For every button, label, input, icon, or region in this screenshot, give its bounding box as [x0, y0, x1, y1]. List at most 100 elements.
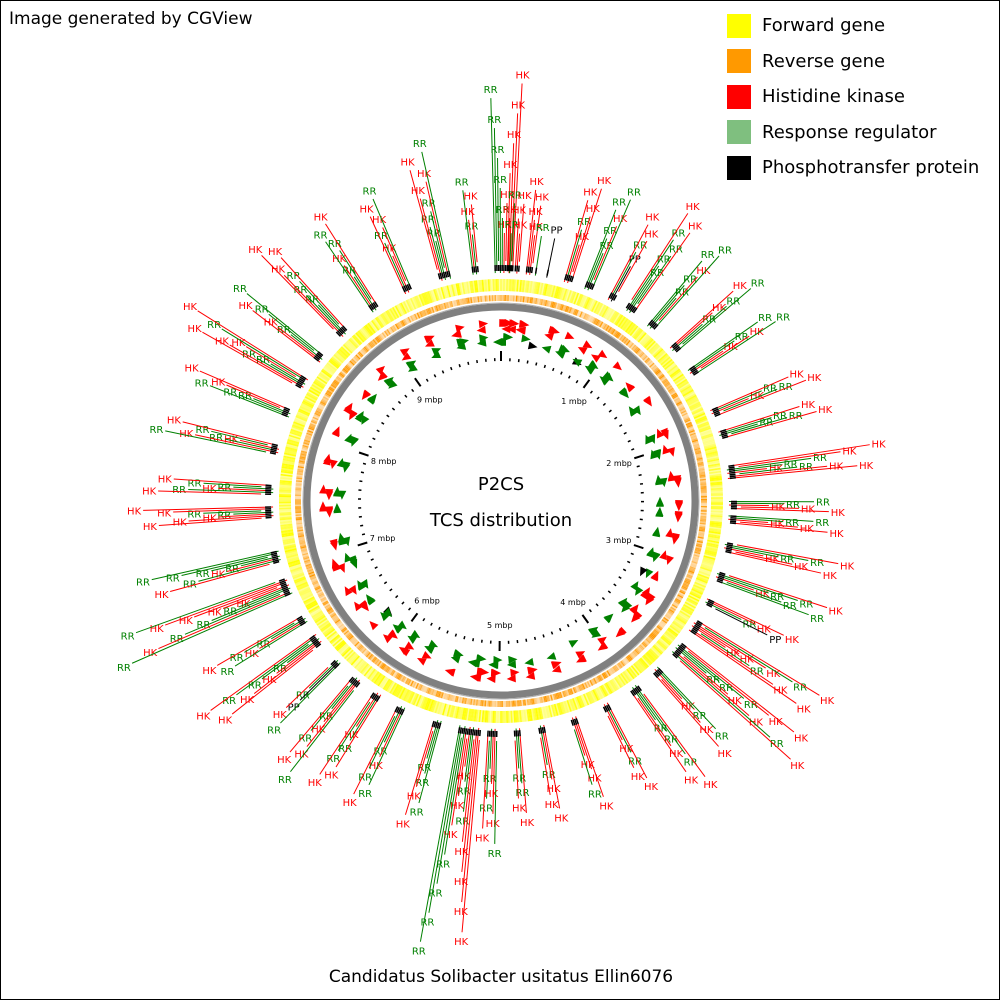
feature-tick — [436, 722, 440, 729]
forward-gene-mark — [551, 285, 556, 298]
reverse-gene-mark — [345, 632, 351, 638]
feature-tick — [689, 365, 695, 371]
feature-label: RR — [816, 498, 830, 509]
tcs-arrow-marker — [577, 347, 588, 355]
forward-gene-mark — [376, 674, 385, 686]
feature-label: RR — [417, 763, 431, 774]
reverse-gene-mark — [519, 295, 522, 303]
reverse-gene-mark — [673, 397, 680, 402]
feature-label: RR — [314, 230, 328, 241]
reverse-gene-mark — [543, 299, 546, 306]
reverse-gene-mark — [547, 300, 551, 307]
forward-gene-mark — [418, 695, 425, 708]
reverse-gene-mark — [661, 619, 668, 624]
forward-gene-mark — [364, 324, 374, 336]
reverse-gene-mark — [375, 659, 381, 666]
feature-label: RR — [654, 723, 668, 734]
forward-gene-mark — [280, 526, 293, 530]
feature-tick — [602, 706, 607, 713]
forward-gene-mark — [643, 654, 653, 665]
reverse-gene-mark — [636, 349, 642, 355]
forward-gene-mark — [287, 559, 300, 565]
reverse-gene-mark — [629, 342, 634, 349]
reverse-gene-mark — [658, 373, 664, 379]
feature-leader-line — [593, 226, 618, 280]
feature-label: RR — [217, 483, 231, 494]
forward-gene-mark — [472, 709, 476, 722]
feature-tick — [728, 469, 736, 473]
minor-tick — [550, 631, 554, 635]
minor-tick — [608, 409, 612, 413]
feature-tick — [569, 275, 573, 282]
reverse-gene-mark — [346, 633, 352, 639]
forward-gene-mark — [689, 402, 701, 410]
reverse-gene-mark — [299, 458, 306, 462]
feature-tick — [527, 266, 530, 273]
feature-tick — [298, 378, 305, 383]
feature-leader-line — [224, 438, 273, 451]
reverse-gene-mark — [295, 517, 302, 519]
forward-gene-mark — [279, 519, 292, 522]
forward-gene-mark — [710, 483, 723, 486]
forward-gene-mark — [297, 584, 309, 591]
minor-tick — [422, 617, 426, 622]
feature-tick — [371, 693, 376, 700]
feature-label: RR — [759, 417, 773, 428]
reverse-gene-mark — [692, 440, 699, 444]
reverse-gene-mark — [311, 579, 318, 583]
feature-tick — [299, 376, 306, 381]
feature-label: RR — [491, 145, 505, 156]
forward-gene-mark — [709, 520, 723, 524]
feature-tick — [332, 662, 339, 668]
feature-leader-line — [470, 204, 478, 263]
feature-tick — [721, 434, 728, 438]
reverse-gene-mark — [634, 649, 640, 655]
forward-gene-mark — [315, 616, 327, 625]
feature-label: HK — [581, 760, 596, 771]
forward-gene-mark — [387, 681, 396, 693]
reverse-gene-mark — [646, 359, 652, 365]
reverse-gene-mark — [654, 627, 661, 633]
forward-gene-mark — [296, 412, 309, 420]
reverse-gene-mark — [699, 521, 706, 524]
feature-label: RR — [719, 683, 733, 694]
tcs-arrow-marker — [493, 655, 503, 664]
feature-label: RR — [496, 205, 510, 216]
forward-gene-mark — [349, 337, 359, 348]
tcs-arrow-marker — [656, 496, 664, 506]
reverse-gene-mark — [456, 299, 459, 306]
minor-tick — [378, 573, 383, 577]
reverse-gene-mark — [353, 356, 359, 362]
reverse-gene-mark — [392, 670, 397, 677]
forward-gene-mark — [686, 396, 698, 404]
reverse-gene-mark — [700, 518, 707, 521]
feature-leader-line — [635, 232, 691, 311]
forward-gene-mark — [627, 323, 636, 335]
feature-tick — [281, 586, 289, 591]
minor-tick — [589, 390, 593, 394]
reverse-gene-mark — [345, 364, 351, 370]
forward-gene-mark — [692, 585, 705, 593]
tcs-arrow-marker — [467, 659, 478, 668]
forward-gene-mark — [329, 358, 340, 368]
reverse-gene-mark — [388, 327, 394, 334]
forward-gene-mark — [708, 530, 721, 535]
reverse-gene-mark — [641, 354, 647, 360]
feature-leader-line — [726, 457, 812, 471]
forward-gene-mark — [705, 545, 718, 550]
feature-tick — [437, 273, 441, 280]
forward-gene-mark — [489, 710, 492, 723]
feature-label: HK — [268, 247, 283, 258]
minor-tick — [560, 371, 563, 375]
minor-tick — [566, 623, 570, 628]
reverse-gene-mark — [402, 676, 407, 683]
reverse-gene-mark — [304, 559, 311, 563]
reverse-gene-mark — [299, 543, 306, 546]
feature-tick — [281, 584, 288, 589]
forward-gene-mark — [574, 697, 581, 709]
forward-gene-mark — [417, 695, 424, 708]
forward-gene-mark — [654, 349, 665, 359]
forward-gene-mark — [294, 577, 307, 584]
forward-gene-mark — [686, 597, 699, 605]
reverse-gene-mark — [349, 360, 355, 366]
